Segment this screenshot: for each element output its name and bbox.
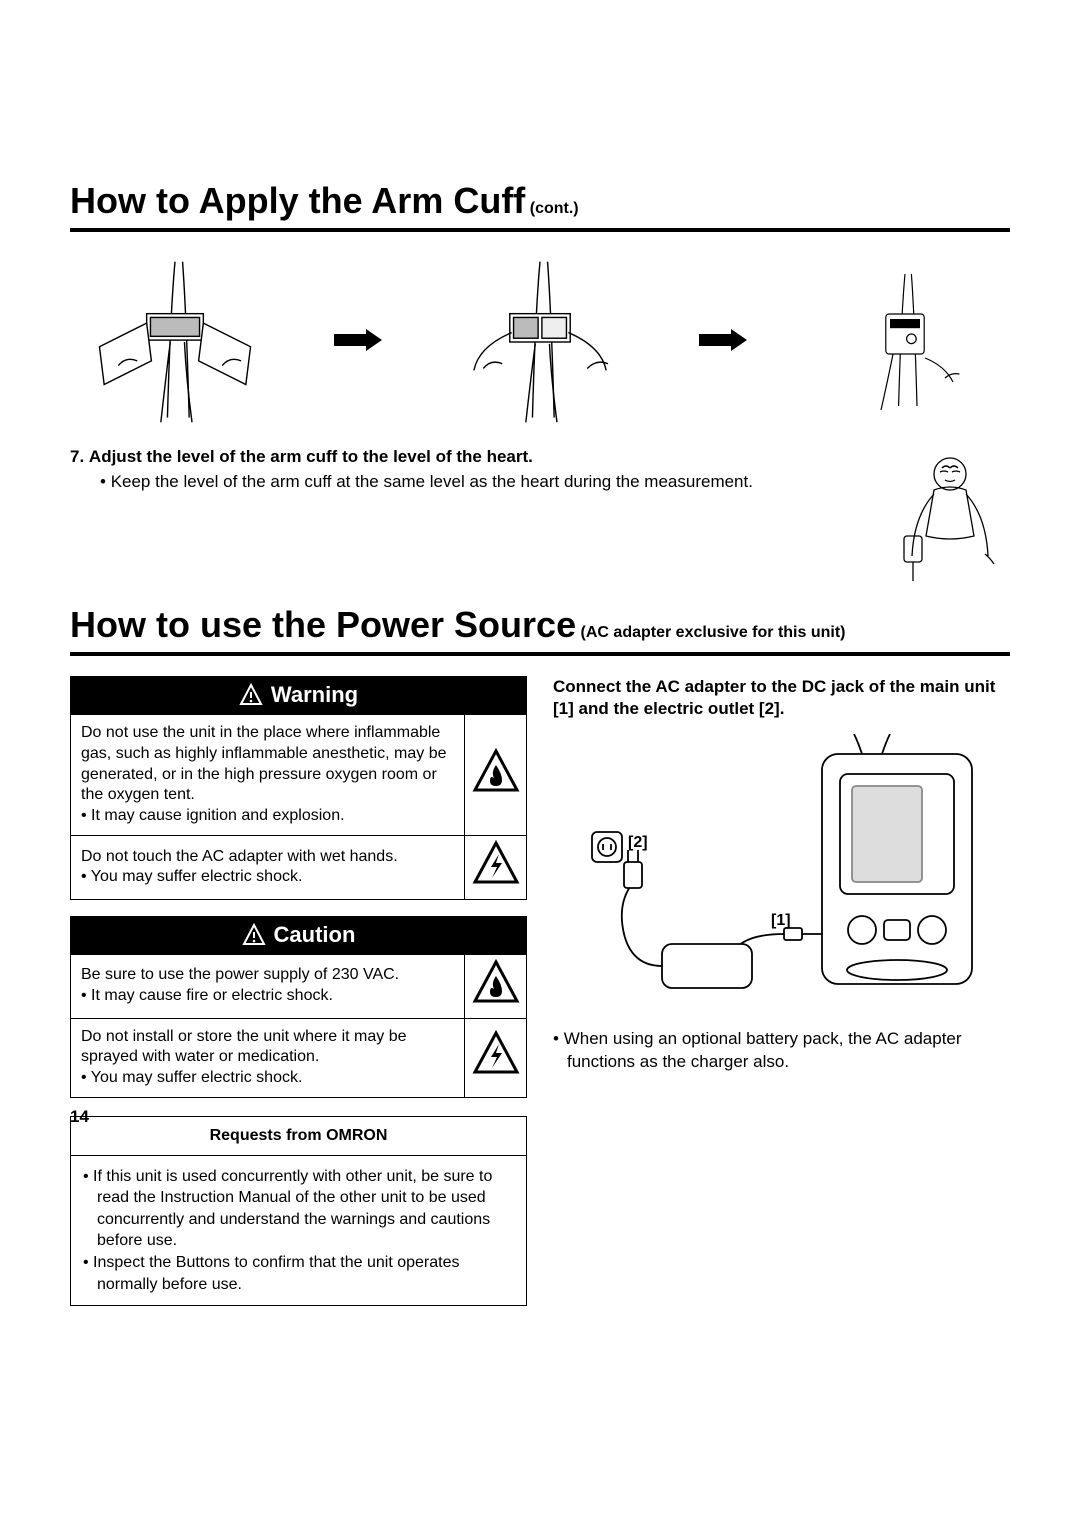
warning-bullet: You may suffer electric shock. — [81, 867, 454, 888]
caution-bullet: You may suffer electric shock. — [81, 1068, 454, 1089]
caution-row: Be sure to use the power supply of 230 V… — [71, 954, 527, 1018]
battery-note: When using an optional battery pack, the… — [553, 1028, 1010, 1074]
step-7-heading: Adjust the level of the arm cuff to the … — [89, 447, 533, 466]
requests-item: If this unit is used concurrently with o… — [83, 1166, 514, 1252]
right-column: Connect the AC adapter to the DC jack of… — [553, 676, 1010, 1306]
caution-row-text: Be sure to use the power supply of 230 V… — [71, 954, 465, 1018]
warning-row-text: Do not use the unit in the place where i… — [71, 715, 465, 836]
caution-bullet: It may cause fire or electric shock. — [81, 986, 454, 1007]
section-1-title: How to Apply the Arm Cuff (cont.) — [70, 180, 1010, 232]
section-2-title-sub: (AC adapter exclusive for this unit) — [581, 624, 846, 641]
section-2-title-main: How to use the Power Source — [70, 604, 576, 645]
shock-hazard-icon — [465, 1018, 527, 1097]
shock-hazard-icon — [465, 835, 527, 899]
caution-text: Be sure to use the power supply of 230 V… — [81, 966, 399, 983]
warning-row: Do not touch the AC adapter with wet han… — [71, 835, 527, 899]
power-source-columns: Warning Do not use the unit in the place… — [70, 676, 1010, 1306]
ac-adapter-illustration: [2] [1] — [553, 734, 1010, 1014]
arrow-icon — [333, 329, 383, 356]
step-7-block: 7. Adjust the level of the arm cuff to t… — [70, 446, 1010, 586]
connect-instruction: Connect the AC adapter to the DC jack of… — [553, 676, 1010, 720]
requests-heading: Requests from OMRON — [71, 1117, 526, 1156]
caution-header: Caution — [70, 916, 527, 954]
cuff-illustration-2 — [435, 252, 645, 432]
warning-header: Warning — [70, 676, 527, 714]
step-7-number: 7. — [70, 447, 84, 466]
warning-row-text: Do not touch the AC adapter with wet han… — [71, 835, 465, 899]
left-column: Warning Do not use the unit in the place… — [70, 676, 527, 1306]
warning-header-label: Warning — [271, 682, 358, 708]
warning-block: Warning Do not use the unit in the place… — [70, 676, 527, 900]
warning-triangle-icon — [242, 923, 266, 947]
callout-2: [2] — [628, 834, 648, 852]
svg-text:omron: omron — [898, 322, 912, 328]
warning-text: Do not use the unit in the place where i… — [81, 724, 447, 803]
page-number: 14 — [70, 1107, 89, 1127]
warning-triangle-icon — [239, 683, 263, 707]
battery-note-text: When using an optional battery pack, the… — [553, 1028, 1010, 1074]
fire-hazard-icon — [465, 954, 527, 1018]
caution-row: Do not install or store the unit where i… — [71, 1018, 527, 1097]
section-1-title-main: How to Apply the Arm Cuff — [70, 180, 525, 221]
fire-hazard-icon — [465, 715, 527, 836]
step-7-bullet: Keep the level of the arm cuff at the sa… — [100, 471, 874, 494]
section-1-title-sub: (cont.) — [530, 200, 579, 217]
step-7-text: 7. Adjust the level of the arm cuff to t… — [70, 446, 874, 494]
caution-block: Caution Be sure to use the power supply … — [70, 916, 527, 1098]
warning-bullet: It may cause ignition and explosion. — [81, 806, 454, 827]
section-2-title: How to use the Power Source (AC adapter … — [70, 604, 1010, 656]
callout-1: [1] — [771, 912, 791, 930]
heart-level-illustration — [890, 446, 1010, 586]
arrow-icon — [698, 329, 748, 356]
caution-text: Do not install or store the unit where i… — [81, 1028, 407, 1066]
caution-header-label: Caution — [274, 922, 356, 948]
requests-item: Inspect the Buttons to confirm that the … — [83, 1252, 514, 1295]
warning-text: Do not touch the AC adapter with wet han… — [81, 848, 398, 865]
warning-row: Do not use the unit in the place where i… — [71, 715, 527, 836]
requests-box: Requests from OMRON If this unit is used… — [70, 1116, 527, 1306]
cuff-illustration-3: omron — [800, 252, 1010, 432]
cuff-illustration-row: omron — [70, 252, 1010, 432]
caution-row-text: Do not install or store the unit where i… — [71, 1018, 465, 1097]
cuff-illustration-1 — [70, 252, 280, 432]
